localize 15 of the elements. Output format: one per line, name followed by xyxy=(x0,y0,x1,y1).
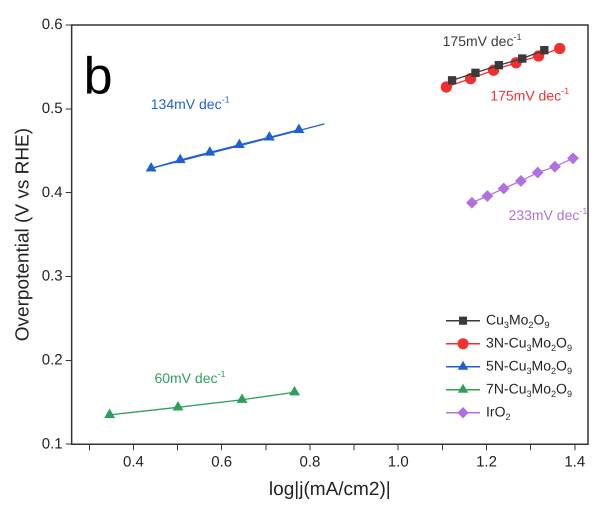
annotation: b xyxy=(84,47,113,106)
x-axis-title: log|j(mA/cm2)| xyxy=(268,478,391,500)
y-tick-label: 0.2 xyxy=(42,352,63,368)
x-tick-label: 1.2 xyxy=(476,453,497,470)
x-tick-label: 1.4 xyxy=(564,453,586,470)
y-tick-label: 0.4 xyxy=(42,184,63,201)
x-tick-label: 1.0 xyxy=(388,453,409,470)
x-tick-label: 0.8 xyxy=(300,453,320,470)
y-tick-label: 0.6 xyxy=(42,16,63,34)
y-tick-label: 0.1 xyxy=(42,435,63,452)
x-tick-label: 0.4 xyxy=(123,453,144,470)
y-tick-label: 0.3 xyxy=(42,268,63,285)
y-tick-label: 0.5 xyxy=(42,100,63,117)
x-tick-label: 0.6 xyxy=(211,453,232,470)
y-axis-title: Overpotential (V vs RHE) xyxy=(12,128,34,342)
